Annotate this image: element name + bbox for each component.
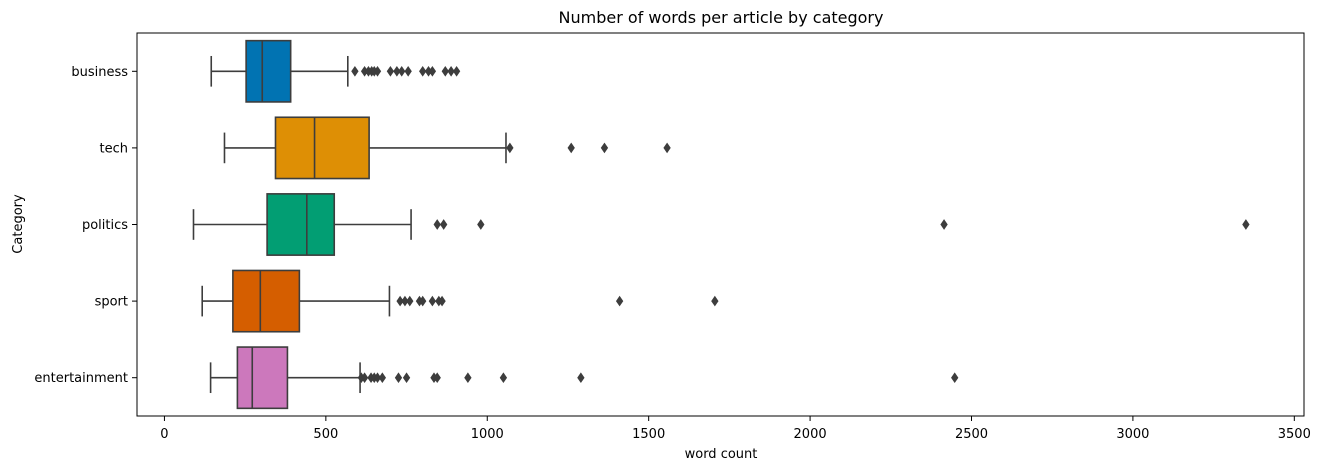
box-iqr <box>236 346 289 410</box>
outlier-point <box>567 142 575 154</box>
outlier-point <box>386 65 395 77</box>
x-tick-label: 0 <box>160 427 168 442</box>
box-group-sport <box>201 269 719 333</box>
outlier-point <box>428 295 437 307</box>
outlier-point <box>506 142 514 154</box>
outlier-point <box>615 295 624 307</box>
outlier-point <box>577 372 585 384</box>
outlier-point <box>1242 219 1250 230</box>
y-tick-label: business <box>71 65 128 80</box>
x-tick-label: 2000 <box>794 427 827 442</box>
outlier-point <box>396 295 404 307</box>
box-iqr <box>266 193 336 256</box>
outlier-point <box>464 372 472 384</box>
outlier-point <box>351 65 359 77</box>
x-tick-label: 3000 <box>1116 427 1149 442</box>
x-tick-label: 1000 <box>471 427 504 442</box>
box-iqr <box>274 116 370 180</box>
y-tick-label: politics <box>82 218 128 233</box>
outlier-point <box>447 65 455 77</box>
x-tick-label: 1500 <box>632 427 665 442</box>
outlier-point <box>378 372 387 384</box>
outlier-point <box>373 372 382 384</box>
outlier-point <box>402 372 411 384</box>
outlier-point <box>428 65 437 77</box>
box-group-politics <box>192 193 1250 256</box>
outlier-point <box>394 372 403 384</box>
y-axis: business tech politics sport entertainment <box>34 65 137 386</box>
outlier-point <box>419 65 427 77</box>
outlier-point <box>499 372 508 384</box>
chart-title: Number of words per article by category <box>559 8 884 27</box>
y-tick-label: tech <box>100 141 128 156</box>
outlier-point <box>600 142 609 154</box>
outlier-point <box>404 65 412 77</box>
plot-area <box>192 39 1250 410</box>
x-tick-label: 2500 <box>955 427 988 442</box>
y-tick-label: sport <box>95 295 128 310</box>
outlier-point <box>440 219 448 230</box>
x-axis: 0 500 1000 1500 2000 2500 3000 3500 <box>160 416 1311 442</box>
y-axis-label: Category <box>11 194 26 254</box>
box-iqr <box>245 39 292 103</box>
outlier-point <box>452 65 461 77</box>
outlier-point <box>663 142 671 154</box>
x-tick-label: 500 <box>313 427 338 442</box>
outlier-point <box>433 372 441 384</box>
outlier-point <box>360 372 369 384</box>
outlier-point <box>433 219 441 230</box>
y-tick-label: entertainment <box>34 371 128 386</box>
x-axis-label: word count <box>685 447 758 462</box>
box-iqr <box>232 269 301 333</box>
box-group-entertainment <box>209 346 959 410</box>
box-group-business <box>210 39 461 103</box>
outlier-point <box>438 295 446 307</box>
outlier-point <box>373 65 382 77</box>
outlier-point <box>951 372 959 384</box>
x-tick-label: 3500 <box>1278 427 1311 442</box>
outlier-point <box>477 219 485 230</box>
outlier-point <box>406 295 414 307</box>
outlier-point <box>419 295 427 307</box>
outlier-point <box>393 65 401 77</box>
outlier-point <box>441 65 449 77</box>
box-group-tech <box>223 116 671 180</box>
outlier-point <box>398 65 406 77</box>
outlier-point <box>940 219 948 230</box>
outlier-point <box>401 295 409 307</box>
outlier-point <box>711 295 719 307</box>
